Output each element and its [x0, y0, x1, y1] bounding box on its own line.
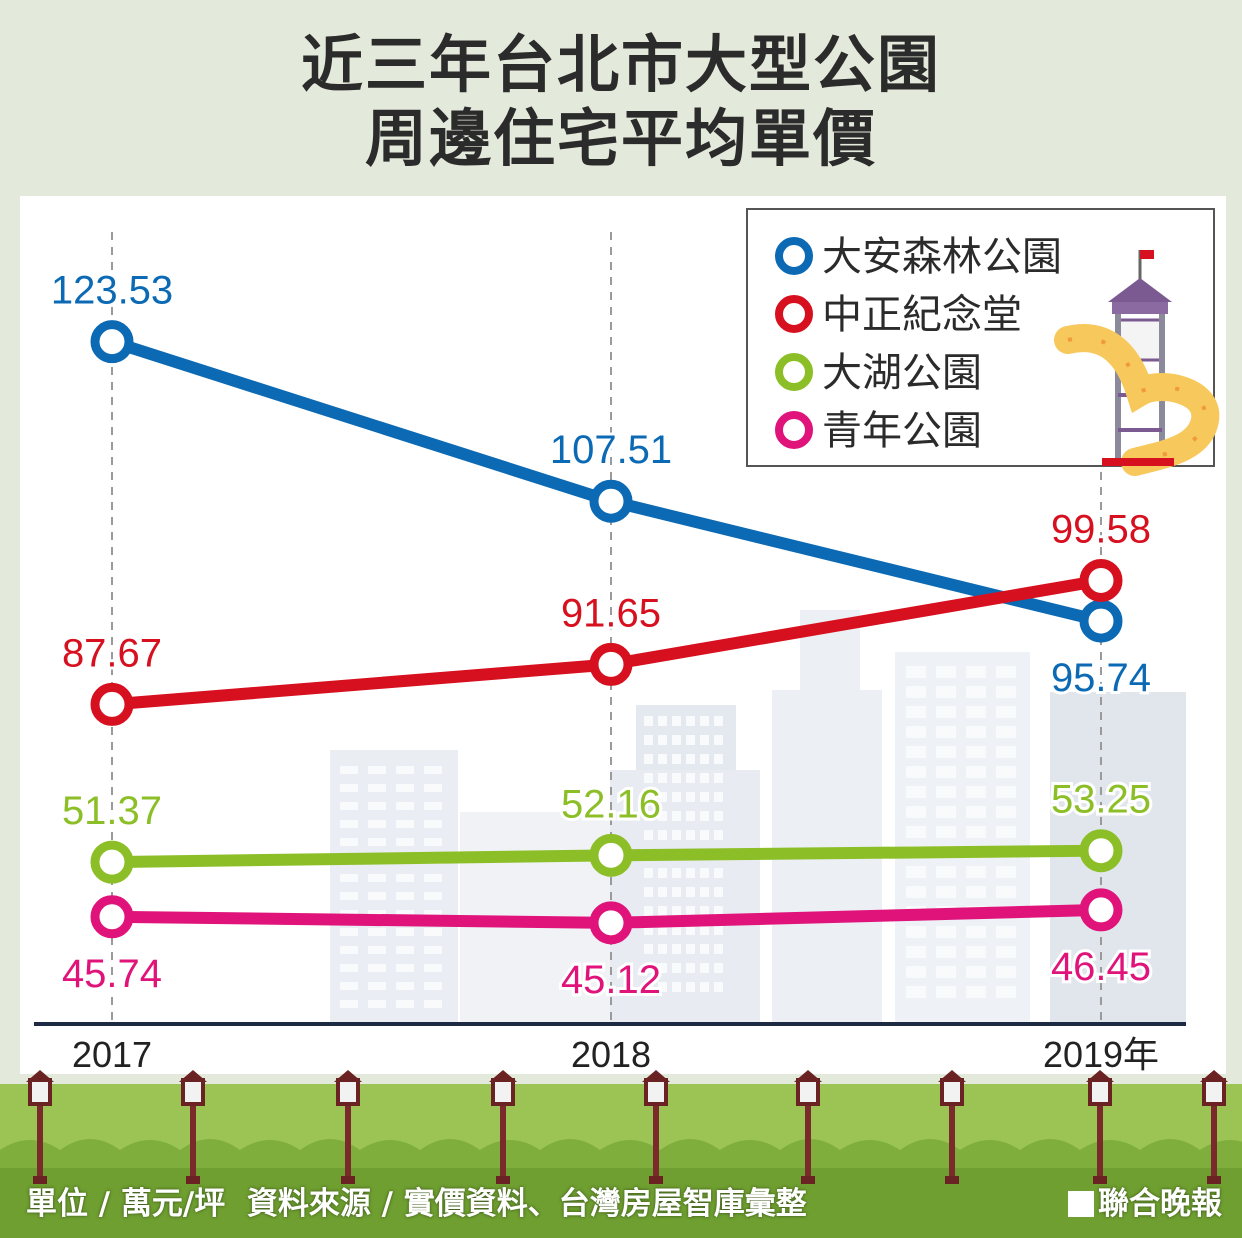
lamp-post-icon [1086, 1070, 1114, 1184]
data-point [589, 833, 633, 877]
legend-marker [775, 411, 813, 449]
park-ground-illustration [0, 1070, 1242, 1238]
lamp-post-icon [938, 1070, 966, 1184]
data-point [1079, 888, 1123, 932]
lamp-post-icon [179, 1070, 207, 1184]
lamp-post-icon [1200, 1070, 1228, 1184]
series-0: 123.53 107.51 95.74 [48, 266, 1154, 703]
publisher-credit: 聯合晚報 [1068, 1178, 1222, 1223]
x-tick-label: 2019年 [1043, 1034, 1159, 1075]
series-3: 45.74 45.12 46.45 [59, 888, 1154, 1005]
data-label: 46.45 [1051, 945, 1151, 989]
data-label: 45.74 [62, 952, 162, 996]
data-point [90, 320, 134, 364]
series-2: 51.37 52.16 53.25 [59, 775, 1154, 884]
lamp-post-icon [26, 1070, 54, 1184]
playground-slide-illustration [1054, 250, 1220, 476]
data-label: 51.37 [62, 789, 162, 833]
data-label: 123.53 [51, 269, 173, 313]
data-label: 52.16 [561, 782, 661, 826]
legend-label: 大安森林公園 [822, 234, 1062, 280]
legend-label: 青年公園 [822, 408, 982, 454]
data-label: 87.67 [62, 631, 162, 675]
data-label: 99.58 [1051, 507, 1151, 551]
lamp-post-icon [642, 1070, 670, 1184]
data-point [589, 479, 633, 523]
chart-title-line-2: 周邊住宅平均單價 [364, 102, 877, 175]
legend-marker [775, 295, 813, 333]
chart-title-line-1: 近三年台北市大型公園 [300, 28, 941, 101]
data-label: 45.12 [561, 958, 661, 1002]
data-point [1079, 558, 1123, 602]
lamp-post-icon [489, 1070, 517, 1184]
data-point [589, 642, 633, 686]
source-note: 單位 / 萬元/坪 資料來源 / 實價資料、台灣房屋智庫彙整 [26, 1186, 807, 1222]
data-point [90, 840, 134, 884]
data-label: 53.25 [1051, 778, 1151, 822]
data-label: 91.65 [561, 591, 661, 635]
lamp-post-icon [334, 1070, 362, 1184]
legend-marker [775, 237, 813, 275]
data-point [589, 901, 633, 945]
data-point [90, 895, 134, 939]
x-tick-label: 2018 [571, 1034, 651, 1075]
data-label: 95.74 [1051, 656, 1151, 700]
data-point [90, 682, 134, 726]
square-icon [1068, 1191, 1094, 1217]
publisher-credit-label: 聯合晚報 [1098, 1186, 1222, 1222]
lamp-post-icon [794, 1070, 822, 1184]
x-tick-label: 2017 [72, 1034, 152, 1075]
legend-marker [775, 353, 813, 391]
series-1: 87.67 91.65 99.58 [59, 504, 1154, 726]
data-point [1079, 829, 1123, 873]
legend-label: 中正紀念堂 [822, 292, 1022, 338]
data-point [1079, 599, 1123, 643]
data-label: 107.51 [550, 428, 672, 472]
legend-label: 大湖公園 [822, 350, 982, 396]
